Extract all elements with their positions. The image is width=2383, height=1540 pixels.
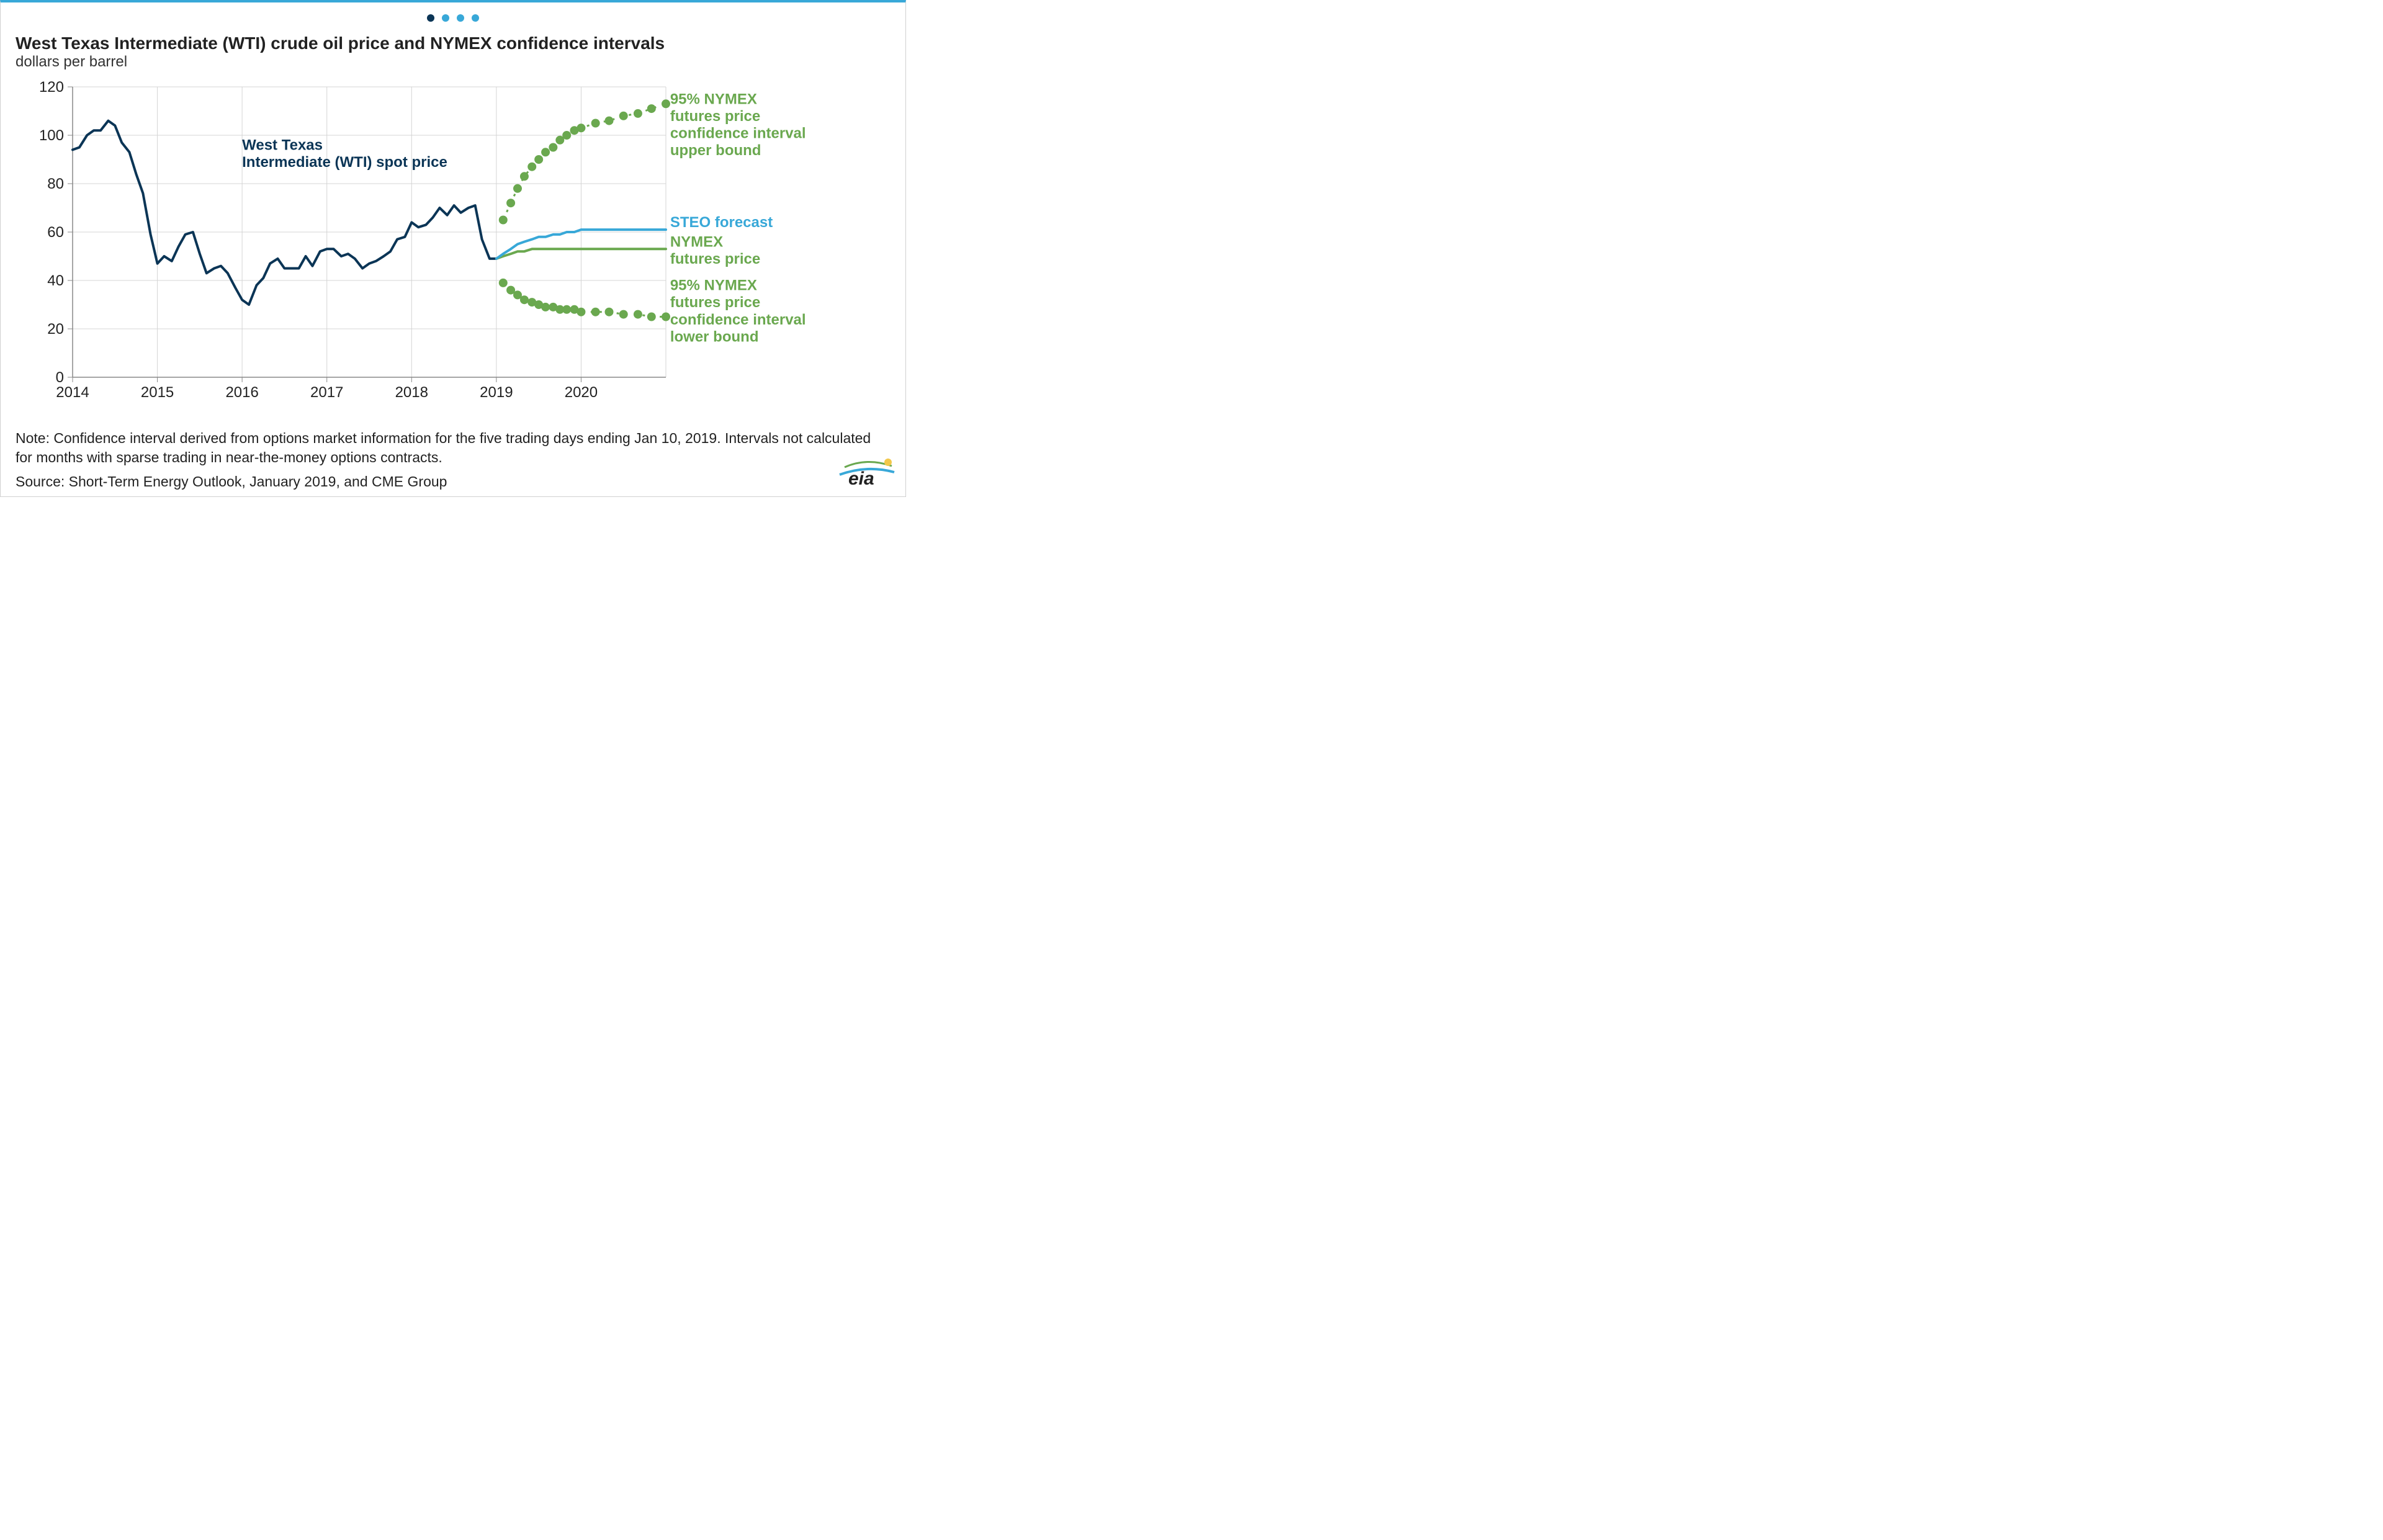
chart-area: 0 20 40 60 80 100 120 2014 2015 2016 2017 2018 2019 2… (16, 74, 891, 425)
upper-marker (591, 119, 600, 128)
lower-marker (634, 310, 642, 319)
nymex-label: NYMEXfutures price (670, 233, 760, 267)
lower-marker (604, 308, 613, 316)
upper-marker (541, 148, 550, 156)
y-tick-label: 120 (39, 79, 64, 96)
chart-subtitle: dollars per barrel (16, 53, 891, 71)
upper-marker (577, 123, 585, 132)
upper-marker (549, 143, 557, 152)
upper-marker (534, 155, 543, 164)
upper-marker (604, 117, 613, 125)
lower-marker (541, 303, 550, 311)
chart-note: Note: Confidence interval derived from o… (16, 429, 891, 467)
lower-label: 95% NYMEXfutures priceconfidence interva… (670, 277, 806, 346)
chart-title: West Texas Intermediate (WTI) crude oil … (16, 34, 891, 53)
upper-marker (662, 99, 670, 108)
steo-label: STEO forecast (670, 214, 773, 231)
y-tick-label: 100 (39, 127, 64, 144)
x-tick-label: 2016 (225, 384, 258, 401)
x-tick-label: 2019 (480, 384, 513, 401)
y-tick-label: 80 (47, 176, 64, 192)
upper-marker (527, 163, 536, 171)
lower-marker (662, 313, 670, 321)
lower-marker (562, 305, 571, 314)
lower-marker (577, 308, 585, 316)
lower-marker (647, 313, 656, 321)
upper-marker (520, 172, 529, 181)
pager-dot[interactable] (427, 14, 434, 22)
pager-dots (16, 14, 891, 25)
x-tick-label: 2020 (565, 384, 598, 401)
y-tick-label: 60 (47, 224, 64, 241)
upper-marker (513, 184, 522, 193)
chart-source: Source: Short-Term Energy Outlook, Janua… (16, 473, 891, 490)
y-tick-label: 20 (47, 321, 64, 338)
upper-marker (562, 131, 571, 140)
upper-marker (619, 112, 628, 120)
x-tick-label: 2015 (141, 384, 174, 401)
upper-marker (634, 109, 642, 118)
pager-dot[interactable] (457, 14, 464, 22)
y-tick-label: 0 (56, 369, 64, 386)
lower-marker (499, 279, 508, 287)
lower-marker (619, 310, 628, 319)
lower-marker (591, 308, 600, 316)
upper-marker (499, 216, 508, 225)
upper-marker (506, 199, 515, 207)
lower-marker (520, 295, 529, 304)
upper-marker (647, 104, 656, 113)
x-tick-label: 2014 (56, 384, 89, 401)
x-tick-label: 2017 (310, 384, 343, 401)
logo-text: eia (848, 468, 874, 488)
y-tick-label: 40 (47, 272, 64, 289)
x-tick-label: 2018 (395, 384, 428, 401)
pager-dot[interactable] (442, 14, 449, 22)
eia-logo: eia (837, 454, 897, 491)
upper-label: 95% NYMEXfutures priceconfidence interva… (670, 91, 806, 159)
chart-card: West Texas Intermediate (WTI) crude oil … (0, 0, 906, 497)
pager-dot[interactable] (472, 14, 479, 22)
line-chart: 0 20 40 60 80 100 120 2014 2015 2016 2017 2018 2019 2… (16, 74, 884, 422)
